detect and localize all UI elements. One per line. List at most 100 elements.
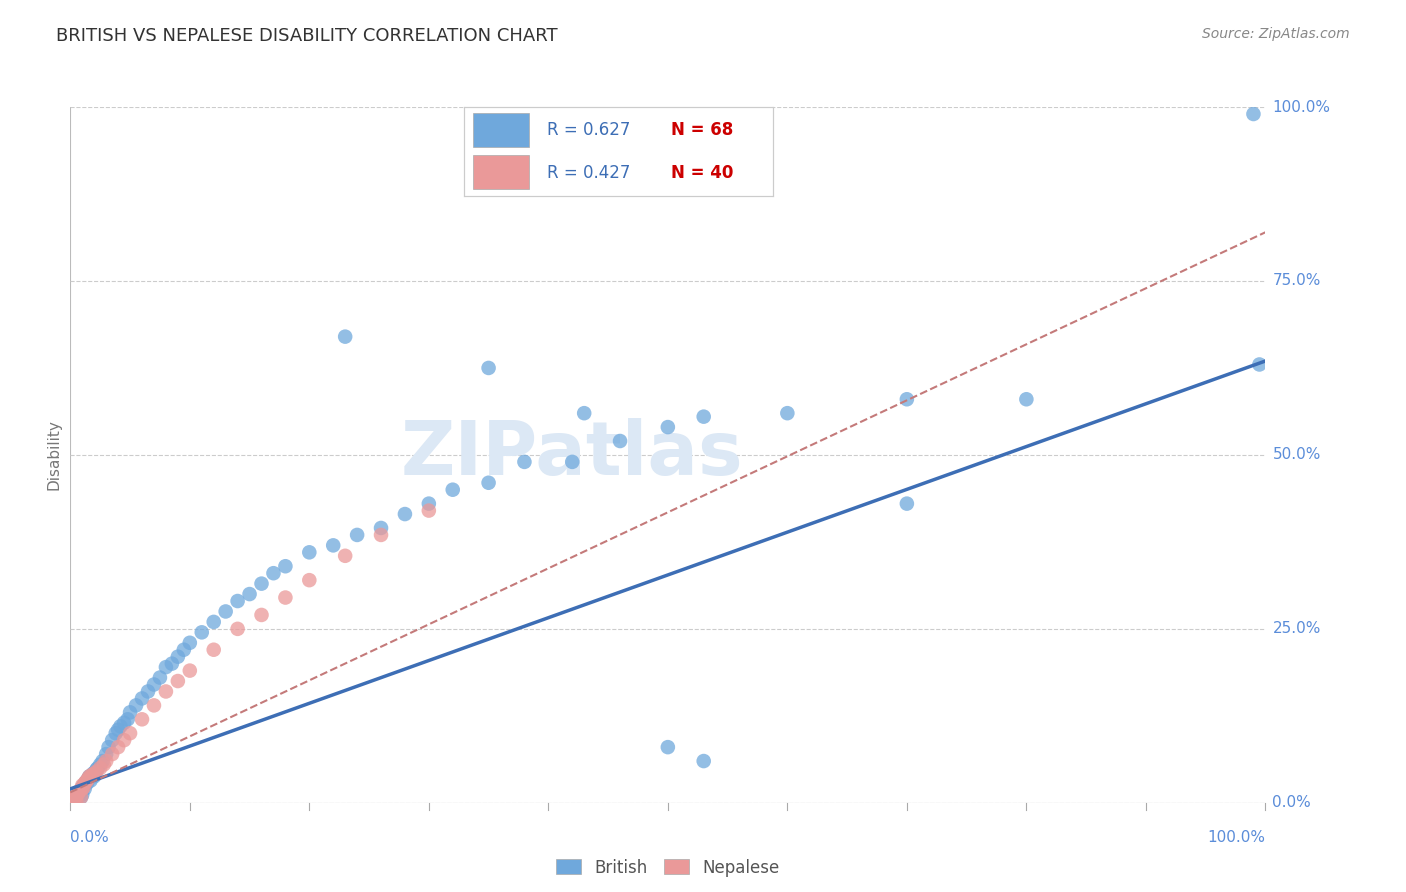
Text: 100.0%: 100.0% <box>1208 830 1265 845</box>
Point <box>322 538 344 552</box>
Point <box>117 712 139 726</box>
Point <box>191 625 214 640</box>
Point <box>84 764 107 779</box>
Point <box>394 507 416 521</box>
Point <box>104 726 127 740</box>
Point <box>75 775 97 789</box>
Point <box>79 769 101 783</box>
Point <box>298 573 321 587</box>
Point <box>335 329 357 343</box>
Point <box>70 790 93 805</box>
Text: 0.0%: 0.0% <box>70 830 110 845</box>
Point <box>80 768 103 782</box>
Point <box>418 497 440 511</box>
Text: 25.0%: 25.0% <box>1272 622 1320 636</box>
Point <box>657 740 679 755</box>
Point <box>136 684 159 698</box>
Point <box>693 754 716 768</box>
Point <box>63 790 86 805</box>
Point <box>93 757 115 772</box>
Point <box>65 792 87 806</box>
Point <box>79 773 101 788</box>
Point <box>346 528 368 542</box>
Point <box>160 657 183 671</box>
Point <box>77 772 100 786</box>
Point <box>166 649 188 664</box>
Point <box>250 576 273 591</box>
Point <box>70 790 93 805</box>
Point <box>69 785 91 799</box>
Text: Source: ZipAtlas.com: Source: ZipAtlas.com <box>1202 27 1350 41</box>
Point <box>73 776 96 790</box>
Point <box>76 776 98 790</box>
Point <box>112 715 135 730</box>
Point <box>335 549 357 563</box>
Point <box>274 559 297 574</box>
Point <box>513 455 536 469</box>
Point <box>166 674 188 689</box>
FancyBboxPatch shape <box>474 155 529 189</box>
Point <box>263 566 285 581</box>
Text: BRITISH VS NEPALESE DISABILITY CORRELATION CHART: BRITISH VS NEPALESE DISABILITY CORRELATI… <box>56 27 558 45</box>
Point <box>776 406 799 420</box>
Point <box>77 772 100 786</box>
Text: N = 40: N = 40 <box>671 164 734 182</box>
Point <box>63 792 86 806</box>
Point <box>70 788 93 802</box>
Point <box>441 483 464 497</box>
Point <box>143 698 166 713</box>
Point <box>298 545 321 559</box>
Point <box>370 528 392 542</box>
Point <box>214 605 236 619</box>
Point <box>155 660 177 674</box>
Point <box>693 409 716 424</box>
Text: N = 68: N = 68 <box>671 121 734 139</box>
Point <box>173 642 195 657</box>
Point <box>72 778 94 792</box>
Point <box>96 747 117 761</box>
Point <box>896 392 918 407</box>
Point <box>75 775 97 789</box>
Text: ZIPatlas: ZIPatlas <box>401 418 744 491</box>
Point <box>79 769 101 783</box>
Text: 0.0%: 0.0% <box>1272 796 1312 810</box>
Point <box>125 698 148 713</box>
Point <box>120 706 141 720</box>
Point <box>574 406 596 420</box>
Point <box>107 740 129 755</box>
Text: 75.0%: 75.0% <box>1272 274 1320 288</box>
Point <box>202 615 225 629</box>
Point <box>97 740 120 755</box>
Point <box>89 757 111 772</box>
Point <box>561 455 583 469</box>
Point <box>80 768 103 782</box>
Point <box>70 778 93 792</box>
Point <box>609 434 631 448</box>
Point <box>418 503 440 517</box>
Point <box>69 783 91 797</box>
Point <box>76 773 98 788</box>
Point <box>131 691 153 706</box>
Text: 100.0%: 100.0% <box>1272 100 1330 114</box>
Point <box>83 766 105 780</box>
Point <box>65 789 87 803</box>
Point <box>91 754 114 768</box>
Point <box>179 636 201 650</box>
Legend: British, Nepalese: British, Nepalese <box>547 850 789 885</box>
Point <box>179 664 201 678</box>
Point <box>1249 358 1271 372</box>
Point <box>72 780 94 795</box>
Point <box>239 587 262 601</box>
Point <box>120 726 141 740</box>
FancyBboxPatch shape <box>474 113 529 147</box>
Point <box>112 733 135 747</box>
Point <box>478 360 501 375</box>
Point <box>657 420 679 434</box>
Point <box>66 788 89 802</box>
Point <box>87 761 110 775</box>
Point <box>370 521 392 535</box>
Point <box>101 733 124 747</box>
Point <box>1243 107 1265 121</box>
Point <box>70 781 93 796</box>
Point <box>101 747 124 761</box>
